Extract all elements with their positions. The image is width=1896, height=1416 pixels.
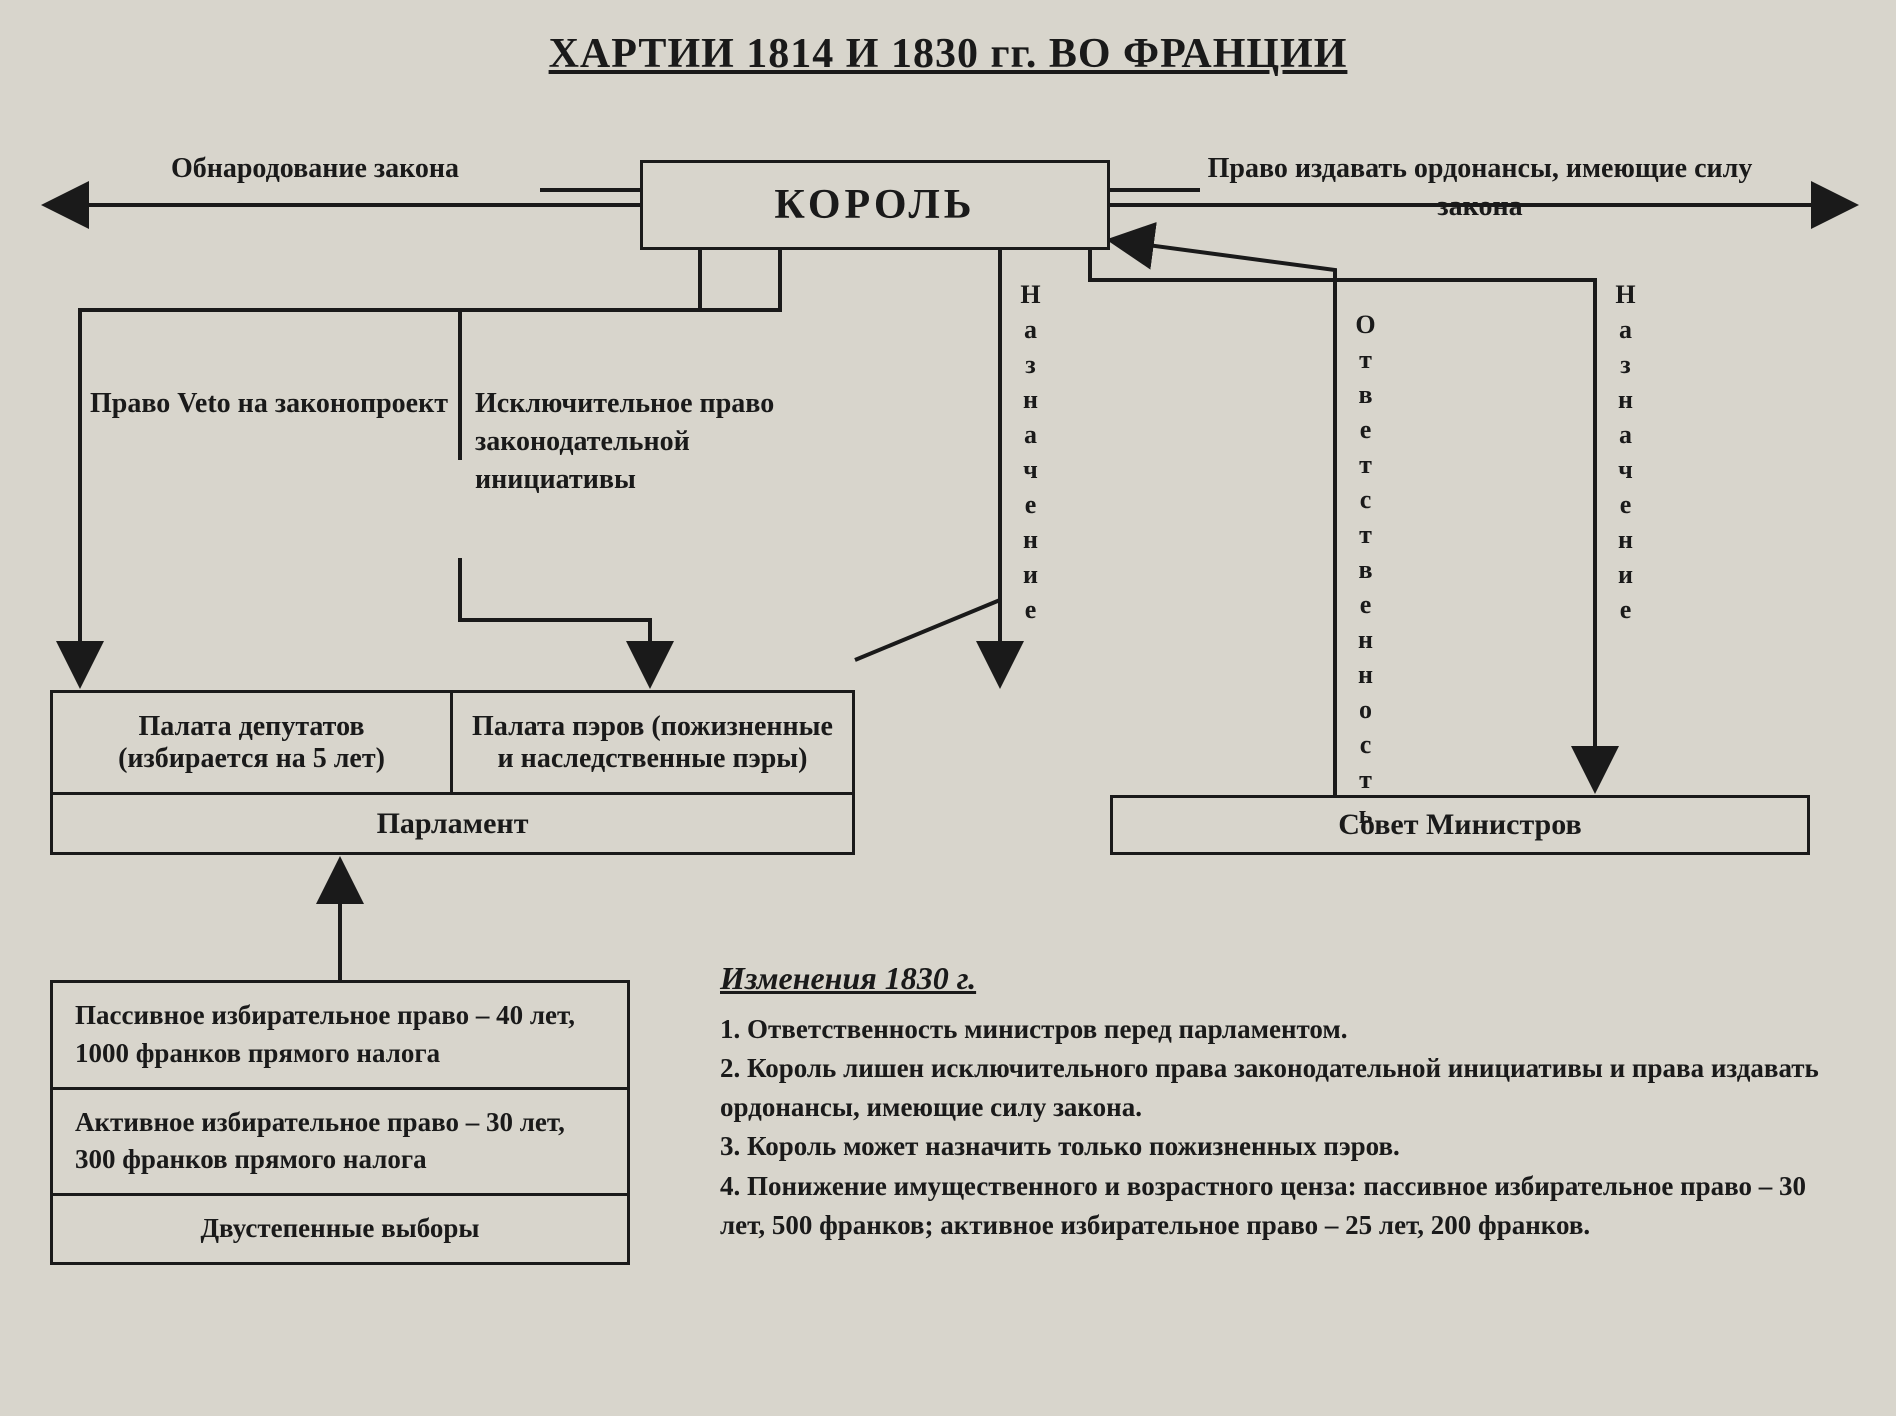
arrow-king-appoint2 bbox=[1090, 250, 1595, 790]
node-council: Совет Министров bbox=[1110, 795, 1810, 855]
node-peers: Палата пэров (пожизненные и наследственн… bbox=[450, 690, 855, 795]
changes-item: 2. Король лишен исключительного права за… bbox=[720, 1049, 1840, 1127]
arrow-appoint1-branch bbox=[855, 600, 1000, 660]
node-king: КОРОЛЬ bbox=[640, 160, 1110, 250]
node-parliament: Парламент bbox=[50, 795, 855, 855]
rights-row: Активное избирательное право – 30 лет, 3… bbox=[53, 1090, 627, 1197]
node-deputies: Палата депутатов (избирается на 5 лет) bbox=[50, 690, 450, 795]
arrow-initiative-to-peers bbox=[460, 558, 650, 685]
node-king-label: КОРОЛЬ bbox=[774, 181, 975, 229]
changes-item: 4. Понижение имущественного и возрастног… bbox=[720, 1167, 1840, 1245]
label-appoint-council: Назначение bbox=[1610, 280, 1640, 630]
node-peers-label: Палата пэров (пожизненные и наследственн… bbox=[461, 711, 844, 775]
label-publish-law: Обнародование закона bbox=[100, 150, 530, 188]
label-veto: Право Veto на законопроект bbox=[90, 385, 450, 423]
changes-item: 3. Король может назначить только пожизне… bbox=[720, 1127, 1840, 1166]
label-appoint-peers: Назначение bbox=[1015, 280, 1045, 630]
arrow-responsibility-up bbox=[1110, 240, 1335, 795]
page-title: ХАРТИИ 1814 И 1830 гг. ВО ФРАНЦИИ bbox=[0, 30, 1896, 78]
label-responsibility: Ответственность bbox=[1350, 310, 1380, 835]
diagram-canvas: ХАРТИИ 1814 И 1830 гг. ВО ФРАНЦИИ КОРОЛЬ… bbox=[0, 0, 1896, 1416]
node-parliament-label: Парламент bbox=[377, 807, 529, 841]
changes-item: 1. Ответственность министров перед парла… bbox=[720, 1010, 1840, 1049]
changes-list: 1. Ответственность министров перед парла… bbox=[720, 1010, 1840, 1245]
node-deputies-label: Палата депутатов (избирается на 5 лет) bbox=[61, 711, 442, 775]
changes-title: Изменения 1830 г. bbox=[720, 960, 976, 997]
label-initiative: Исключительное право законодательной ини… bbox=[475, 385, 845, 498]
electoral-rights-table: Пассивное избирательное право – 40 лет, … bbox=[50, 980, 630, 1265]
rights-row: Пассивное избирательное право – 40 лет, … bbox=[53, 983, 627, 1090]
rights-row: Двустепенные выборы bbox=[53, 1196, 627, 1262]
label-ordinance: Право издавать ордонансы, имеющие силу з… bbox=[1200, 150, 1760, 226]
